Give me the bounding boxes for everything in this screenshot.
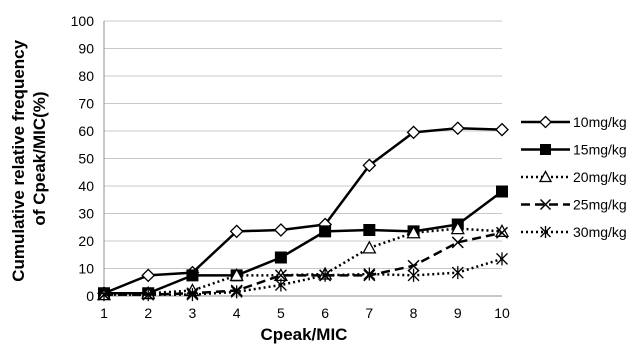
marker-triangle: [362, 240, 377, 254]
y-tick-label: 50: [78, 151, 94, 167]
series-line: [103, 127, 503, 295]
y-axis-title-line-2: of Cpeak/MIC(%): [30, 91, 49, 225]
x-tick-label: 10: [494, 305, 510, 321]
marker-x: [407, 259, 420, 272]
y-tick-label: 40: [78, 178, 94, 194]
marker-triangle: [494, 224, 510, 238]
legend-item: 25mg/kg: [521, 197, 627, 213]
legend-label: 10mg/kg: [573, 114, 627, 130]
marker-asterisk: [142, 288, 155, 302]
legend: 10mg/kg 15mg/kg 20mg/kg 25mg/kg 30mg/kg: [521, 114, 627, 240]
y-tick-label: 100: [71, 13, 95, 29]
y-tick-label: 90: [78, 41, 94, 57]
marker-asterisk: [451, 266, 464, 280]
x-tick-label: 7: [365, 305, 373, 321]
gridlines: [104, 20, 502, 269]
marker-diamond: [362, 158, 377, 173]
series-line: [104, 231, 503, 296]
x-tick-label: 6: [321, 305, 329, 321]
marker-square: [540, 144, 551, 155]
series-line: [104, 257, 503, 296]
marker-asterisk: [319, 268, 332, 282]
marker-diamond: [229, 224, 244, 239]
y-tick-label: 0: [86, 288, 94, 304]
series-line: [103, 227, 503, 296]
legend-item: 30mg/kg: [521, 224, 627, 240]
x-axis-title: Cpeak/MIC: [261, 325, 348, 344]
y-axis-title-line-1: Cumulative relative frequency: [9, 39, 28, 281]
marker-diamond: [495, 122, 509, 137]
y-tick-label: 20: [78, 233, 94, 249]
x-tick-label: 1: [100, 305, 108, 321]
x-tick-label: 3: [189, 305, 197, 321]
y-axis-title: Cumulative relative frequency of Cpeak/M…: [9, 35, 49, 282]
marker-asterisk: [540, 226, 551, 238]
marker-square: [496, 185, 508, 198]
marker-square: [274, 251, 287, 264]
marker-asterisk: [363, 267, 376, 281]
series-10mg/kg: [97, 121, 509, 301]
marker-asterisk: [186, 288, 199, 302]
marker-x: [539, 198, 552, 211]
marker-asterisk: [98, 288, 110, 302]
marker-square: [319, 225, 332, 238]
marker-x: [274, 269, 287, 282]
y-tick-labels: 0 10 20 30 40 50 60 70 80 90 100: [71, 13, 95, 304]
series-line: [104, 190, 503, 295]
axes: [103, 21, 502, 297]
series-group: [96, 121, 510, 302]
marker-asterisk: [496, 252, 508, 266]
y-tick-label: 30: [78, 206, 94, 222]
x-tick-label: 2: [144, 305, 152, 321]
legend-label: 25mg/kg: [573, 197, 627, 213]
marker-asterisk: [407, 268, 420, 282]
x-tick-label: 9: [454, 305, 462, 321]
legend-item: 10mg/kg: [521, 114, 627, 130]
x-tick-label: 8: [410, 305, 418, 321]
legend-item: 15mg/kg: [521, 142, 627, 158]
marker-triangle: [538, 170, 553, 183]
y-tick-label: 80: [78, 68, 94, 84]
marker-asterisk: [230, 285, 243, 299]
marker-diamond: [450, 121, 465, 136]
marker-diamond: [273, 223, 288, 237]
series-15mg/kg: [98, 185, 508, 300]
y-tick-label: 60: [78, 123, 94, 139]
marker-diamond: [141, 268, 156, 283]
y-tick-label: 10: [78, 261, 94, 277]
marker-diamond: [539, 115, 552, 129]
x-tick-label: 5: [277, 305, 285, 321]
marker-square: [186, 269, 199, 282]
legend-item: 20mg/kg: [521, 169, 627, 185]
legend-label: 15mg/kg: [573, 142, 627, 158]
marker-square: [363, 224, 376, 236]
marker-x: [495, 226, 509, 239]
y-tick-label: 70: [78, 96, 94, 112]
x-tick-labels: 1 2 3 4 5 6 7 8 9 10: [100, 305, 510, 321]
x-tick-label: 4: [233, 305, 241, 321]
legend-label: 20mg/kg: [573, 169, 627, 185]
legend-label: 30mg/kg: [573, 224, 627, 240]
marker-asterisk: [274, 278, 287, 292]
marker-diamond: [406, 125, 421, 140]
series-30mg/kg: [98, 252, 508, 302]
marker-triangle: [450, 221, 465, 235]
marker-triangle: [406, 225, 421, 239]
marker-triangle: [229, 268, 244, 282]
marker-x: [451, 236, 464, 249]
